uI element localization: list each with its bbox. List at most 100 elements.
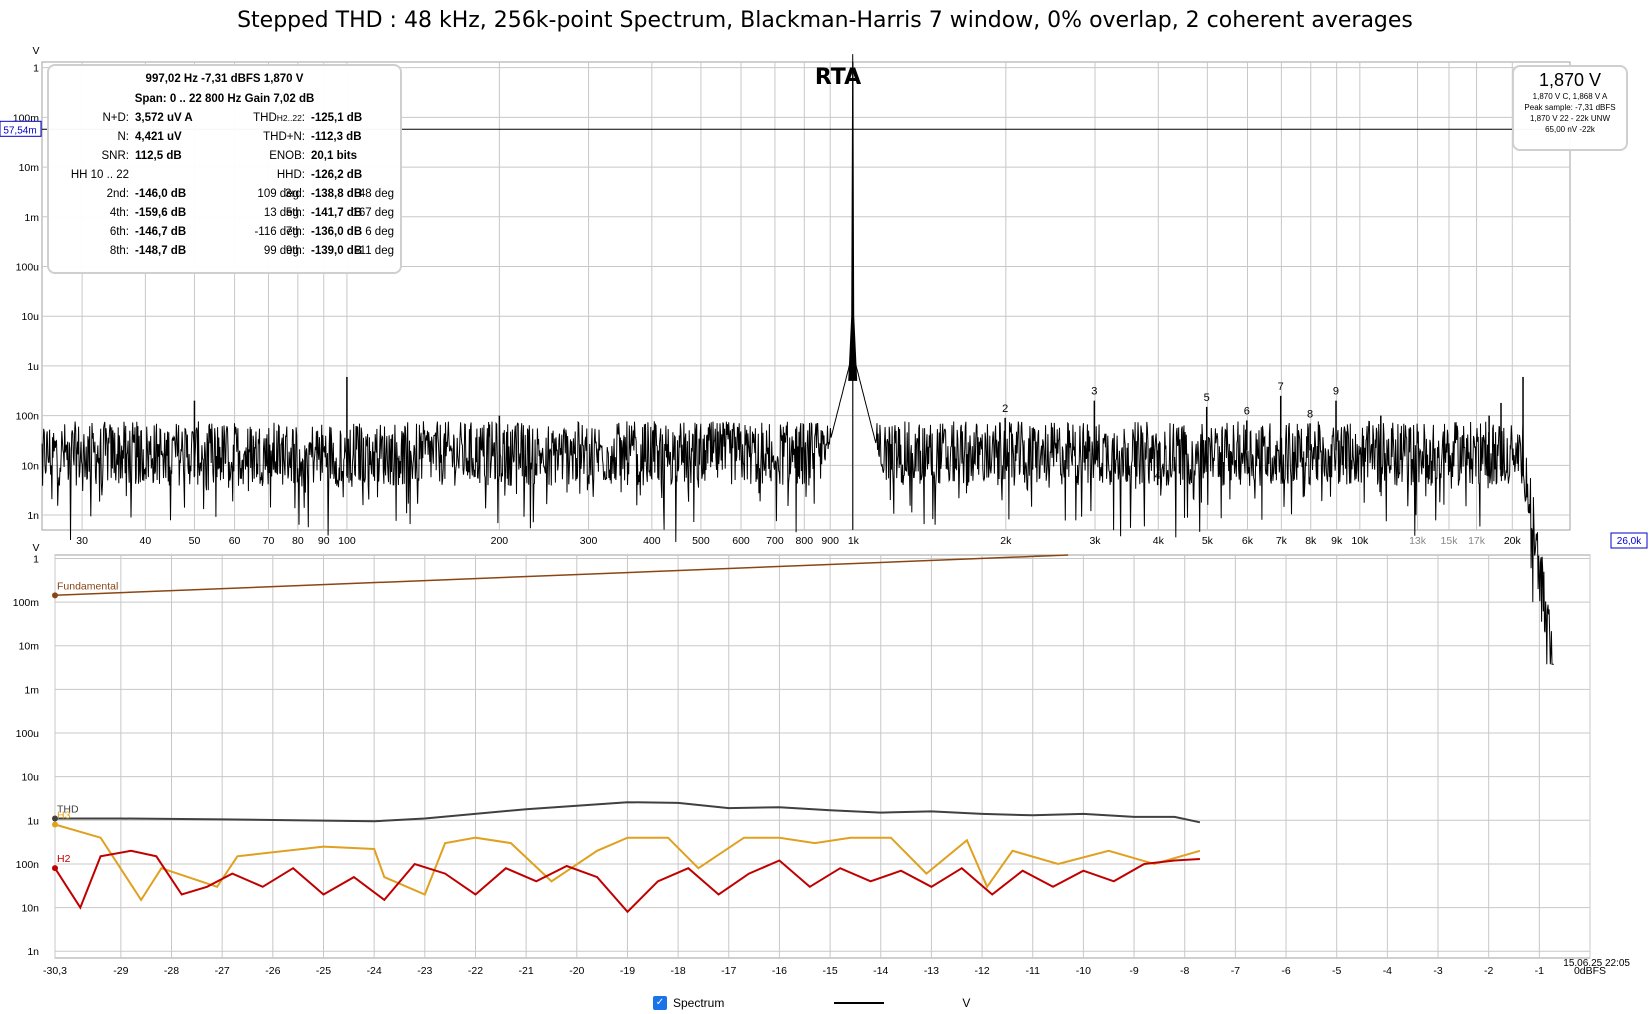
thd-x-tick-label: -1 — [1535, 965, 1544, 977]
series-label: H3 — [57, 810, 71, 822]
rta-label: RTA — [815, 65, 861, 90]
thd-y-unit: V — [32, 542, 39, 554]
thd-y-tick-label: 1u — [27, 815, 39, 827]
info-value: 3,572 uV A — [135, 112, 193, 124]
thd-y-tick-label: 100m — [13, 597, 40, 609]
harmonic-name: 9th: — [285, 245, 305, 257]
thd-x-tick-label: -26 — [265, 965, 280, 977]
series-h3-marker — [52, 821, 58, 828]
thd-x-tick-label: -23 — [417, 965, 432, 977]
spectrum-x-tick-label: 6k — [1242, 535, 1254, 547]
thd-x-tick-label: 0dBFS — [1574, 965, 1606, 977]
harmonic-level: -146,7 dB — [135, 226, 187, 238]
harmonic-phase: 109 deg — [257, 188, 299, 200]
series-thd-marker — [52, 815, 58, 822]
series-fundamental-marker — [52, 592, 58, 599]
harmonic-phase: 48 deg — [358, 188, 394, 200]
harmonic-level: -141,7 dB — [311, 207, 363, 219]
thd-x-tick-label: -21 — [519, 965, 534, 977]
thd-x-tick-label: -24 — [367, 965, 382, 977]
thd-x-tick-label: -25 — [316, 965, 331, 977]
thd-x-tick-label: -13 — [924, 965, 939, 977]
series-h2-line — [54, 849, 1200, 914]
thd-y-tick-label: 1m — [24, 684, 39, 696]
series-label: Fundamental — [57, 580, 118, 592]
info-label: N+D: — [102, 112, 129, 124]
spectrum-x-tick-label: 3k — [1089, 535, 1101, 547]
thd-x-tick-label: -5 — [1332, 965, 1341, 977]
thd-x-tick-label: -16 — [772, 965, 787, 977]
thd-frame — [54, 554, 1591, 959]
timestamp: 15.06.25 22:05 — [1563, 958, 1630, 969]
info-value: 4,421 uV — [135, 131, 182, 143]
info-label-2: THD+N: — [263, 131, 305, 143]
info-value: 112,5 dB — [135, 150, 182, 162]
spectrum-x-tick-label: 40 — [140, 535, 152, 547]
thd-x-tick-label: -10 — [1076, 965, 1091, 977]
info-label-subscript: H2..22 — [276, 113, 302, 123]
spectrum-y-tick-label: 1n — [27, 510, 39, 522]
thd-x-tick-label: -20 — [569, 965, 584, 977]
spectrum-checkbox[interactable]: ✓ — [653, 996, 667, 1010]
thd-x-tick-label: -2 — [1484, 965, 1493, 977]
harmonic-level: -136,0 dB — [311, 226, 363, 238]
harmonic-level: -159,6 dB — [135, 207, 187, 219]
harmonic-label: 3 — [1091, 386, 1097, 398]
spectrum-plot: 2 3 4 5 6 7 8 9 — [41, 54, 1554, 665]
harmonic-name: 7th: — [285, 226, 305, 238]
measurement-info-panel: 997,02 Hz -7,31 dBFS 1,870 V Span: 0 .. … — [47, 64, 402, 274]
harmonic-label: 5 — [1204, 392, 1210, 404]
thd-x-tick-label: -17 — [721, 965, 736, 977]
spectrum-y-tick-label: 100n — [16, 411, 40, 423]
harmonic-level: -138,8 dB — [311, 188, 363, 200]
spectrum-x-tick-label: 400 — [643, 535, 661, 547]
readout-sub-3: 1,870 V 22 - 22k UNW — [1529, 114, 1611, 123]
thd-x-tick-label: -6 — [1281, 965, 1290, 977]
spectrum-y-tick-label: 10m — [19, 162, 40, 174]
spectrum-x-tick-label: 70 — [263, 535, 275, 547]
spectrum-checkbox-label[interactable]: Spectrum — [673, 996, 725, 1010]
thd-x-tick-label: -30,3 — [43, 965, 67, 977]
info-value-2: -112,3 dB — [311, 131, 362, 143]
harmonic-name: 6th: — [109, 226, 129, 238]
info-line-1: 997,02 Hz -7,31 dBFS 1,870 V — [145, 73, 304, 85]
thd-x-tick-label: -4 — [1383, 965, 1392, 977]
spectrum-frame — [41, 61, 1571, 531]
thd-y-tick-label: 10m — [19, 641, 40, 653]
thd-x-tick-label: -12 — [974, 965, 989, 977]
thd-x-tick-label: -7 — [1231, 965, 1240, 977]
info-value-2: -126,2 dB — [311, 169, 363, 181]
thd-grid — [54, 554, 1591, 959]
tick-labels: 30 40 50 60 70 80 90 100 200 300 400 500 600 700 800 90… — [0, 45, 1648, 977]
cursor-y-readout: 57,54m — [3, 125, 36, 136]
spectrum-y-tick-label: 100u — [16, 261, 40, 273]
thd-x-tick-label: -18 — [671, 965, 686, 977]
harmonic-phase: 6 deg — [365, 226, 394, 238]
harmonic-label: 6 — [1244, 405, 1250, 417]
series-fundamental-line — [54, 554, 1069, 597]
spectrum-y-tick-label: 10u — [21, 311, 39, 323]
thd-x-tick-label: -28 — [164, 965, 179, 977]
info-label: HH 10 .. 22 — [70, 169, 129, 181]
legend-line-swatch — [834, 1002, 885, 1004]
readout-sub-1: 1,870 V C, 1,868 V A — [1532, 92, 1608, 101]
series-label: THD — [57, 804, 79, 816]
spectrum-y-unit: V — [32, 45, 39, 57]
harmonic-phase: 167 deg — [352, 207, 394, 219]
harmonic-name: 3rd: — [285, 188, 305, 200]
thd-x-tick-label: -15 — [823, 965, 838, 977]
spectrum-x-tick-label: 1k — [848, 535, 860, 547]
spectrum-x-tick-label: 600 — [732, 535, 750, 547]
thd-x-tick-label: -11 — [1026, 965, 1041, 977]
harmonic-name: 5th: — [285, 207, 305, 219]
spectrum-x-tick-label: 80 — [292, 535, 304, 547]
info-value-2: -125,1 dB — [311, 112, 363, 124]
spectrum-x-tick-label: 8k — [1305, 535, 1317, 547]
series-label: H2 — [57, 853, 71, 865]
thd-x-tick-label: -14 — [873, 965, 888, 977]
spectrum-x-tick-label: 4k — [1153, 535, 1165, 547]
legend-series-label: V — [962, 996, 971, 1010]
spectrum-x-tick-label: 200 — [491, 535, 509, 547]
spectrum-x-tick-label: 800 — [796, 535, 814, 547]
